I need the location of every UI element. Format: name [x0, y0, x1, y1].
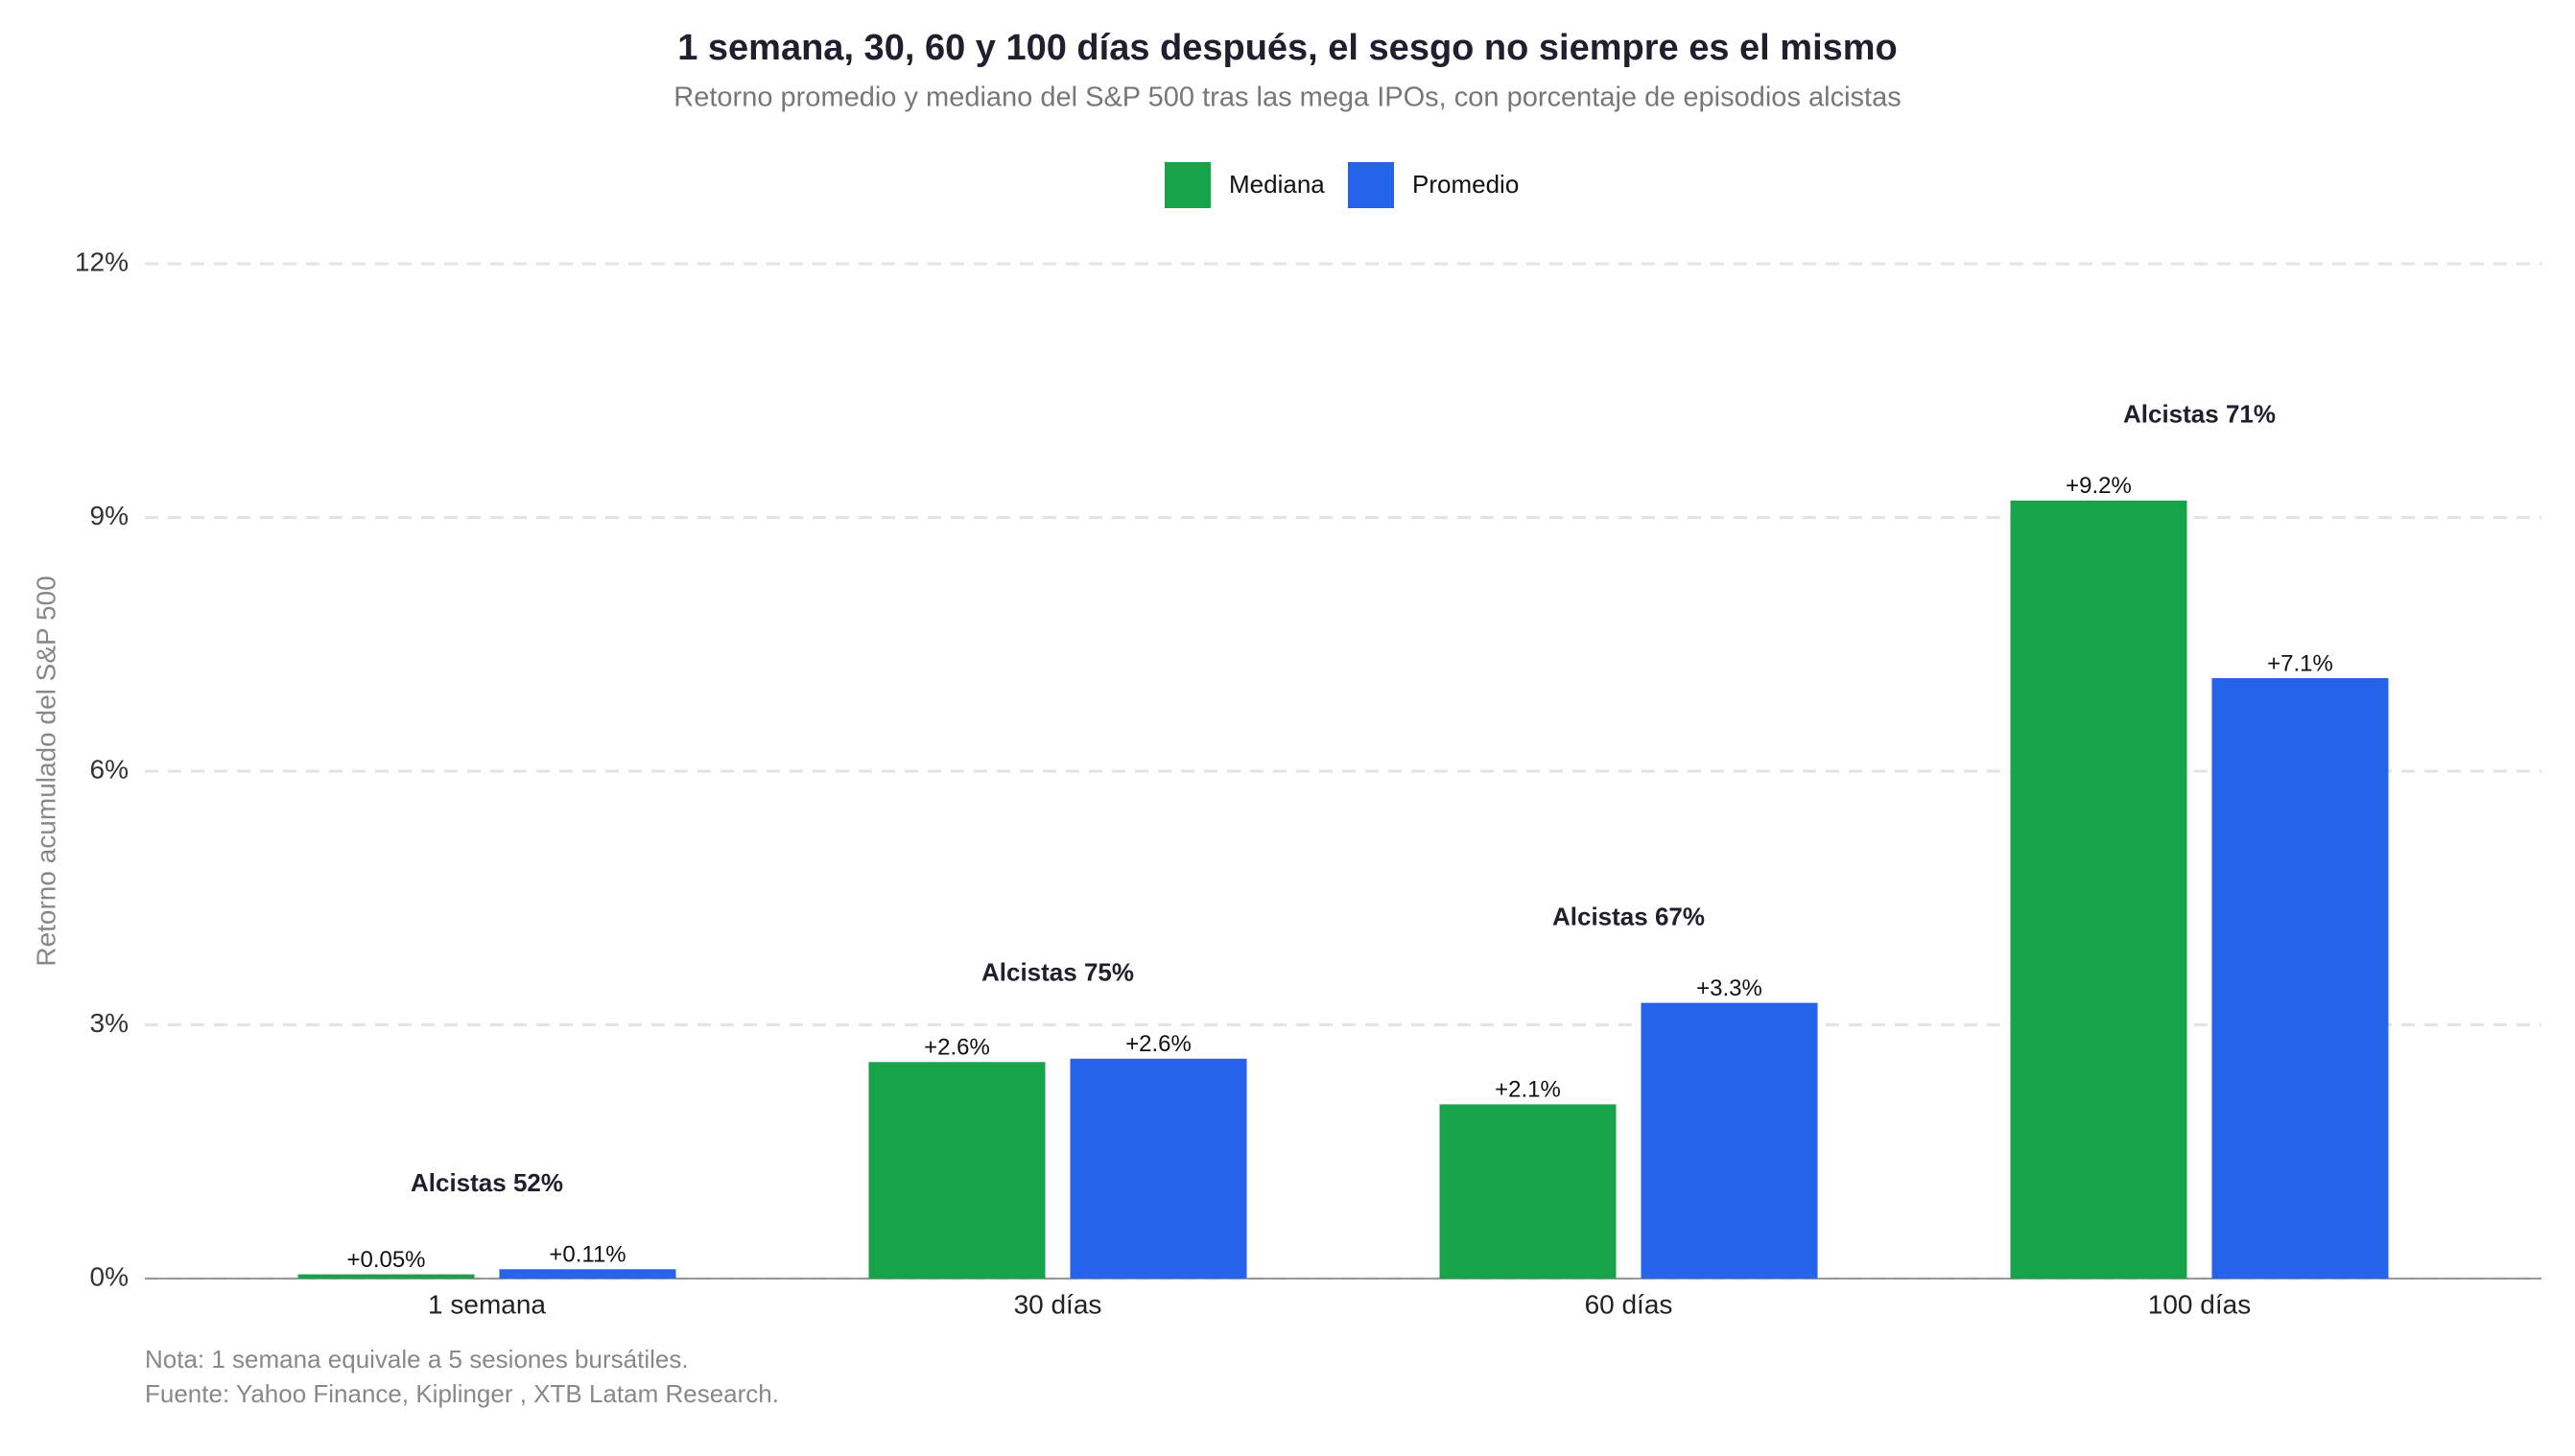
data-label: +0.11% — [549, 1242, 626, 1268]
x-tick-label: 30 días — [1014, 1289, 1102, 1319]
legend-label: Promedio — [1412, 170, 1519, 199]
y-tick-label: 6% — [90, 754, 129, 784]
data-label: +9.2% — [2066, 473, 2132, 499]
y-tick-label: 3% — [90, 1008, 129, 1038]
annotation: Alcistas 71% — [2123, 400, 2276, 429]
annotation: Alcistas 52% — [411, 1168, 563, 1197]
note: Nota: 1 semana equivale a 5 sesiones bur… — [145, 1345, 689, 1374]
bar — [2010, 500, 2187, 1279]
data-label: +7.1% — [2267, 650, 2333, 676]
data-label: +2.6% — [1125, 1031, 1192, 1057]
bar — [1439, 1104, 1617, 1279]
bar — [2211, 678, 2389, 1279]
annotation: Alcistas 75% — [981, 958, 1134, 987]
legend-swatch — [1165, 162, 1211, 208]
bar — [1070, 1058, 1247, 1279]
data-label: +0.05% — [346, 1247, 425, 1273]
y-tick-label: 12% — [75, 247, 129, 276]
data-label: +2.1% — [1495, 1077, 1561, 1103]
data-label: +2.6% — [924, 1035, 990, 1061]
chart-subtitle: Retorno promedio y mediano del S&P 500 t… — [673, 82, 1901, 113]
bar — [499, 1269, 676, 1279]
annotation: Alcistas 67% — [1552, 902, 1705, 930]
y-tick-label: 0% — [90, 1261, 129, 1291]
y-axis-title: Retorno acumulado del S&P 500 — [31, 575, 60, 966]
x-tick-label: 60 días — [1585, 1289, 1673, 1319]
y-tick-label: 9% — [90, 501, 129, 530]
bar — [868, 1062, 1046, 1279]
x-tick-label: 1 semana — [428, 1289, 546, 1319]
legend-swatch — [1348, 162, 1394, 208]
data-label: +3.3% — [1696, 975, 1762, 1001]
legend-label: Mediana — [1229, 170, 1325, 199]
bar — [297, 1274, 475, 1279]
bar — [1641, 1002, 1818, 1279]
note: Fuente: Yahoo Finance, Kiplinger , XTB L… — [145, 1379, 779, 1408]
chart-title: 1 semana, 30, 60 y 100 días después, el … — [677, 28, 1898, 68]
x-tick-label: 100 días — [2148, 1289, 2251, 1319]
